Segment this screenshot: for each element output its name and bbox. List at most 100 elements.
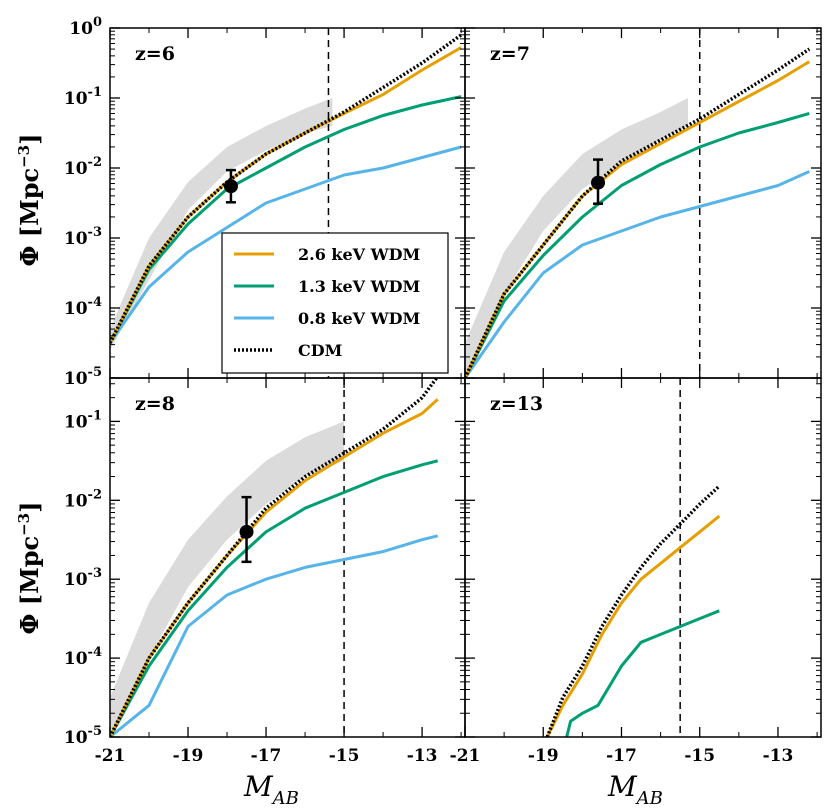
y-axis-label-superscript: −3 [15, 145, 33, 168]
y-tick-label: 100 [69, 15, 102, 39]
y-tick-exponent: -2 [88, 487, 102, 502]
data-point [239, 524, 254, 539]
panel-label: z=6 [135, 43, 175, 65]
series-line-wdm13 [110, 95, 462, 344]
y-tick-exponent: -3 [88, 566, 102, 581]
uncertainty-band [110, 98, 333, 350]
y-tick-label: 10-1 [64, 408, 102, 432]
y-tick-exponent: -4 [88, 645, 102, 660]
axis-labels-group: Φ [Mpc−3] Φ [Mpc−3] MAB MAB [15, 134, 663, 808]
uncertainty-band [465, 98, 688, 378]
y-tick-base: 10 [69, 19, 93, 39]
x-tick-label: -17 [606, 746, 637, 766]
y-tick-base: 10 [64, 491, 88, 511]
y-tick-base: 10 [64, 649, 88, 669]
series-line-wdm13 [465, 111, 810, 378]
x-axis-label-subscript: AB [271, 788, 299, 808]
series-line-cdm [110, 33, 463, 344]
legend: 2.6 keV WDM 1.3 keV WDM 0.8 keV WDM CDM [221, 232, 449, 374]
x-tick-label: -15 [329, 746, 360, 766]
panel-label: z=13 [490, 393, 543, 415]
y-tick-exponent: -1 [88, 85, 102, 100]
plot-area [465, 28, 811, 378]
y-tick-exponent: 0 [93, 15, 102, 30]
y-tick-label: 10-3 [64, 566, 102, 590]
y-axis-label-close: ] [15, 502, 44, 513]
series-line-wdm26 [465, 60, 811, 378]
svg-text:Φ [Mpc−3]: Φ [Mpc−3] [15, 502, 44, 635]
data-point [223, 179, 238, 194]
y-tick-label: 10-4 [64, 295, 102, 319]
x-axis-label-text: M [607, 770, 638, 803]
y-axis-label-top: Φ [Mpc−3] [15, 134, 44, 267]
y-tick-base: 10 [64, 159, 88, 179]
x-axis-label-subscript: AB [635, 788, 663, 808]
x-tick-label: -19 [173, 746, 204, 766]
y-tick-label: 10-1 [64, 85, 102, 109]
x-tick-label: -15 [684, 746, 715, 766]
series-line-wdm08 [110, 534, 439, 737]
series-line-cdm [465, 47, 811, 378]
y-tick-base: 10 [64, 728, 88, 748]
y-axis-label-bottom: Φ [Mpc−3] [15, 502, 44, 635]
y-tick-label: 10-5 [64, 724, 102, 748]
panel-z=7: z=7 [464, 27, 822, 379]
y-axis-label-close: ] [15, 134, 44, 145]
y-axis-label-text: Φ [Mpc [15, 168, 44, 267]
series-line-wdm08 [110, 145, 462, 344]
x-tick-label: -19 [528, 746, 559, 766]
series-line-wdm26 [545, 514, 721, 737]
panel-z=13: -21 -19 -17 -15 -13 z=13 [450, 377, 822, 766]
y-tick-base: 10 [64, 89, 88, 109]
legend-label-cdm: CDM [298, 341, 342, 360]
y-tick-base: 10 [64, 412, 88, 432]
y-tick-exponent: -3 [88, 225, 102, 240]
data-point [591, 175, 606, 190]
legend-label-wdm13: 1.3 keV WDM [298, 277, 420, 296]
series-line-cdm [110, 378, 439, 737]
y-tick-base: 10 [64, 299, 88, 319]
y-tick-exponent: -5 [88, 724, 102, 739]
y-tick-label: 10-5 [64, 365, 102, 389]
x-tick-label: -13 [763, 746, 794, 766]
panel-frame [464, 27, 822, 379]
plot-area [110, 378, 439, 737]
x-tick-label: -17 [251, 746, 282, 766]
plot-area [545, 378, 721, 737]
y-axis-label-text: Φ [Mpc [15, 536, 44, 635]
panel-frame [464, 377, 822, 738]
x-tick-label: -21 [450, 746, 481, 766]
plot-area [110, 28, 463, 378]
x-tick-label: -13 [407, 746, 438, 766]
series-line-wdm08 [465, 170, 810, 378]
y-tick-base: 10 [64, 369, 88, 389]
y-tick-label: 10-3 [64, 225, 102, 249]
x-tick-label: -21 [95, 746, 126, 766]
legend-label-wdm26: 2.6 keV WDM [298, 245, 420, 264]
x-axis-label-right: MAB [607, 770, 663, 808]
y-tick-label: 10-2 [64, 487, 102, 511]
y-tick-base: 10 [64, 570, 88, 590]
y-tick-exponent: -1 [88, 408, 102, 423]
panel-label: z=7 [490, 43, 530, 65]
y-tick-base: 10 [64, 229, 88, 249]
panel-frame [109, 377, 466, 738]
panel-label: z=8 [135, 393, 175, 415]
uncertainty-band [110, 421, 345, 737]
y-tick-exponent: -4 [88, 295, 102, 310]
svg-text:Φ [Mpc−3]: Φ [Mpc−3] [15, 134, 44, 267]
y-tick-label: 10-2 [64, 155, 102, 179]
series-line-wdm13 [110, 459, 439, 737]
x-axis-label-left: MAB [243, 770, 299, 808]
x-axis-label-text: M [243, 770, 274, 803]
y-tick-exponent: -2 [88, 155, 102, 170]
series-line-wdm13 [565, 609, 720, 737]
series-line-cdm [545, 484, 721, 737]
y-tick-label: 10-4 [64, 645, 102, 669]
y-tick-exponent: -5 [88, 365, 102, 380]
y-axis-label-superscript: −3 [15, 513, 33, 536]
legend-label-wdm08: 0.8 keV WDM [298, 309, 420, 328]
